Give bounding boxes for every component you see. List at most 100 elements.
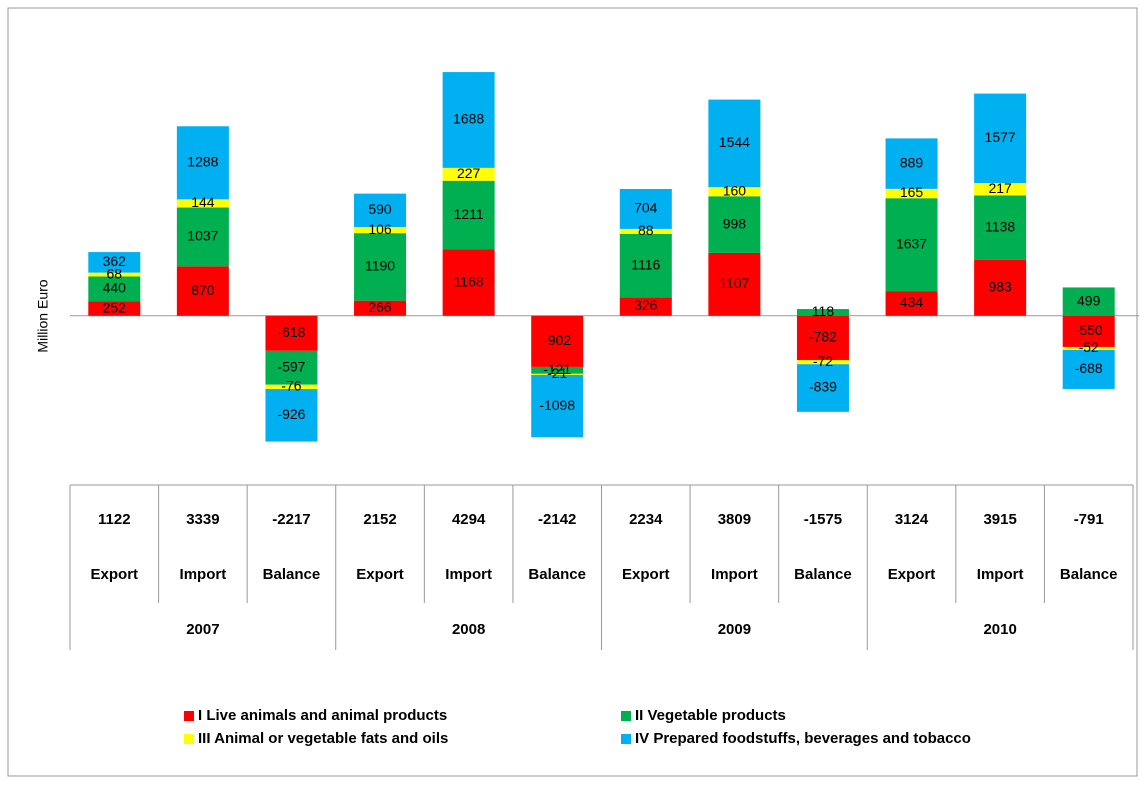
bar-segment: [619, 233, 672, 298]
data-label: 1211: [454, 206, 484, 222]
data-label: -52: [1079, 339, 1099, 355]
data-label: 252: [103, 299, 127, 315]
total-label: -2142: [538, 511, 576, 528]
data-label: 889: [900, 154, 924, 170]
bar-segment: [974, 259, 1027, 316]
bar-segment: [796, 360, 849, 365]
total-label: 1122: [98, 511, 131, 528]
bar-segment: [885, 198, 938, 292]
bar-segment: [442, 167, 495, 181]
bar-segment: [708, 187, 761, 197]
total-label: 2152: [363, 511, 396, 528]
bar-segment: [885, 188, 938, 199]
data-label: -76: [281, 378, 301, 394]
data-label: 362: [103, 253, 127, 269]
bar-segment: [354, 227, 407, 234]
data-label: 440: [103, 280, 127, 296]
legend-swatch: [621, 711, 631, 721]
bar-segment: [796, 315, 849, 361]
bar-segment: [354, 233, 407, 301]
data-label: 983: [988, 279, 1012, 295]
bar-segment: [1062, 346, 1115, 350]
group-label: 2007: [186, 621, 219, 638]
x-tick-label: Export: [622, 566, 670, 583]
data-label: -926: [277, 406, 305, 422]
data-label: -1098: [539, 397, 575, 413]
bar-segment: [796, 309, 849, 316]
data-label: -782: [809, 329, 837, 345]
x-tick-label: Import: [445, 566, 492, 583]
data-label: 326: [634, 297, 658, 313]
bar-segment: [88, 276, 141, 302]
data-label: 160: [723, 182, 747, 198]
data-label: 118: [812, 303, 835, 319]
chart-border: [7, 7, 1138, 777]
legend-label: II Vegetable products: [635, 707, 786, 724]
data-label: -21: [547, 365, 567, 381]
bar-segment: [974, 183, 1027, 196]
data-label: -688: [1075, 360, 1103, 376]
group-label: 2008: [452, 621, 485, 638]
data-label: 434: [900, 294, 924, 310]
bar-segment: [88, 252, 141, 273]
bar-segment: [88, 272, 141, 277]
data-label: 1688: [453, 111, 484, 127]
x-tick-label: Balance: [528, 566, 586, 583]
legend-swatch: [184, 734, 194, 744]
x-tick-label: Import: [180, 566, 227, 583]
bar-segment: [1062, 315, 1115, 347]
bar-segment: [708, 99, 761, 188]
y-axis-label: Million Euro: [35, 279, 51, 352]
legend-swatch: [621, 734, 631, 744]
bar-segment: [176, 126, 229, 200]
data-label: 1637: [896, 235, 927, 251]
bar-segment: [354, 300, 407, 316]
total-label: 3915: [983, 511, 1016, 528]
total-label: -1575: [804, 511, 842, 528]
data-label: -902: [543, 332, 571, 348]
data-label: 1116: [631, 256, 660, 272]
data-label: 870: [191, 282, 215, 298]
data-label: 88: [638, 222, 654, 238]
data-label: 1544: [719, 134, 750, 150]
bar-segment: [1062, 287, 1115, 316]
x-tick-label: Export: [888, 566, 936, 583]
bar-segment: [531, 373, 584, 375]
x-tick-label: Export: [91, 566, 139, 583]
bar-segment: [176, 199, 229, 208]
bar-segment: [176, 266, 229, 316]
legend-label: IV Prepared foodstuffs, beverages and to…: [635, 730, 971, 747]
data-label: 1288: [187, 154, 218, 170]
x-tick-label: Balance: [1060, 566, 1118, 583]
data-label: -72: [813, 353, 833, 369]
bar-segment: [265, 350, 318, 385]
x-tick-label: Import: [711, 566, 758, 583]
bar-segment: [974, 195, 1027, 260]
data-label: 68: [107, 265, 123, 281]
bar-segment: [442, 72, 495, 168]
bar-segment: [265, 389, 318, 442]
bar-segment: [708, 252, 761, 316]
data-label: 165: [900, 184, 924, 200]
total-label: 4294: [452, 511, 486, 528]
data-label: 144: [191, 194, 215, 210]
data-label: -550: [1075, 322, 1103, 338]
bar-segment: [265, 315, 318, 351]
bar-segment: [354, 193, 407, 228]
data-label: -618: [277, 324, 305, 340]
data-label: 590: [368, 201, 392, 217]
bar-segment: [974, 93, 1027, 184]
data-label: -597: [277, 358, 305, 374]
bar-segment: [796, 364, 849, 412]
legend-label: III Animal or vegetable fats and oils: [198, 730, 448, 747]
x-tick-label: Balance: [794, 566, 852, 583]
data-label: 227: [457, 165, 481, 181]
data-label: -121: [543, 361, 571, 377]
data-label: 1138: [985, 218, 1015, 234]
group-label: 2010: [983, 621, 1016, 638]
total-label: -2217: [272, 511, 310, 528]
bar-segment: [1062, 349, 1115, 389]
bar-segment: [708, 196, 761, 253]
bar-segment: [265, 384, 318, 390]
